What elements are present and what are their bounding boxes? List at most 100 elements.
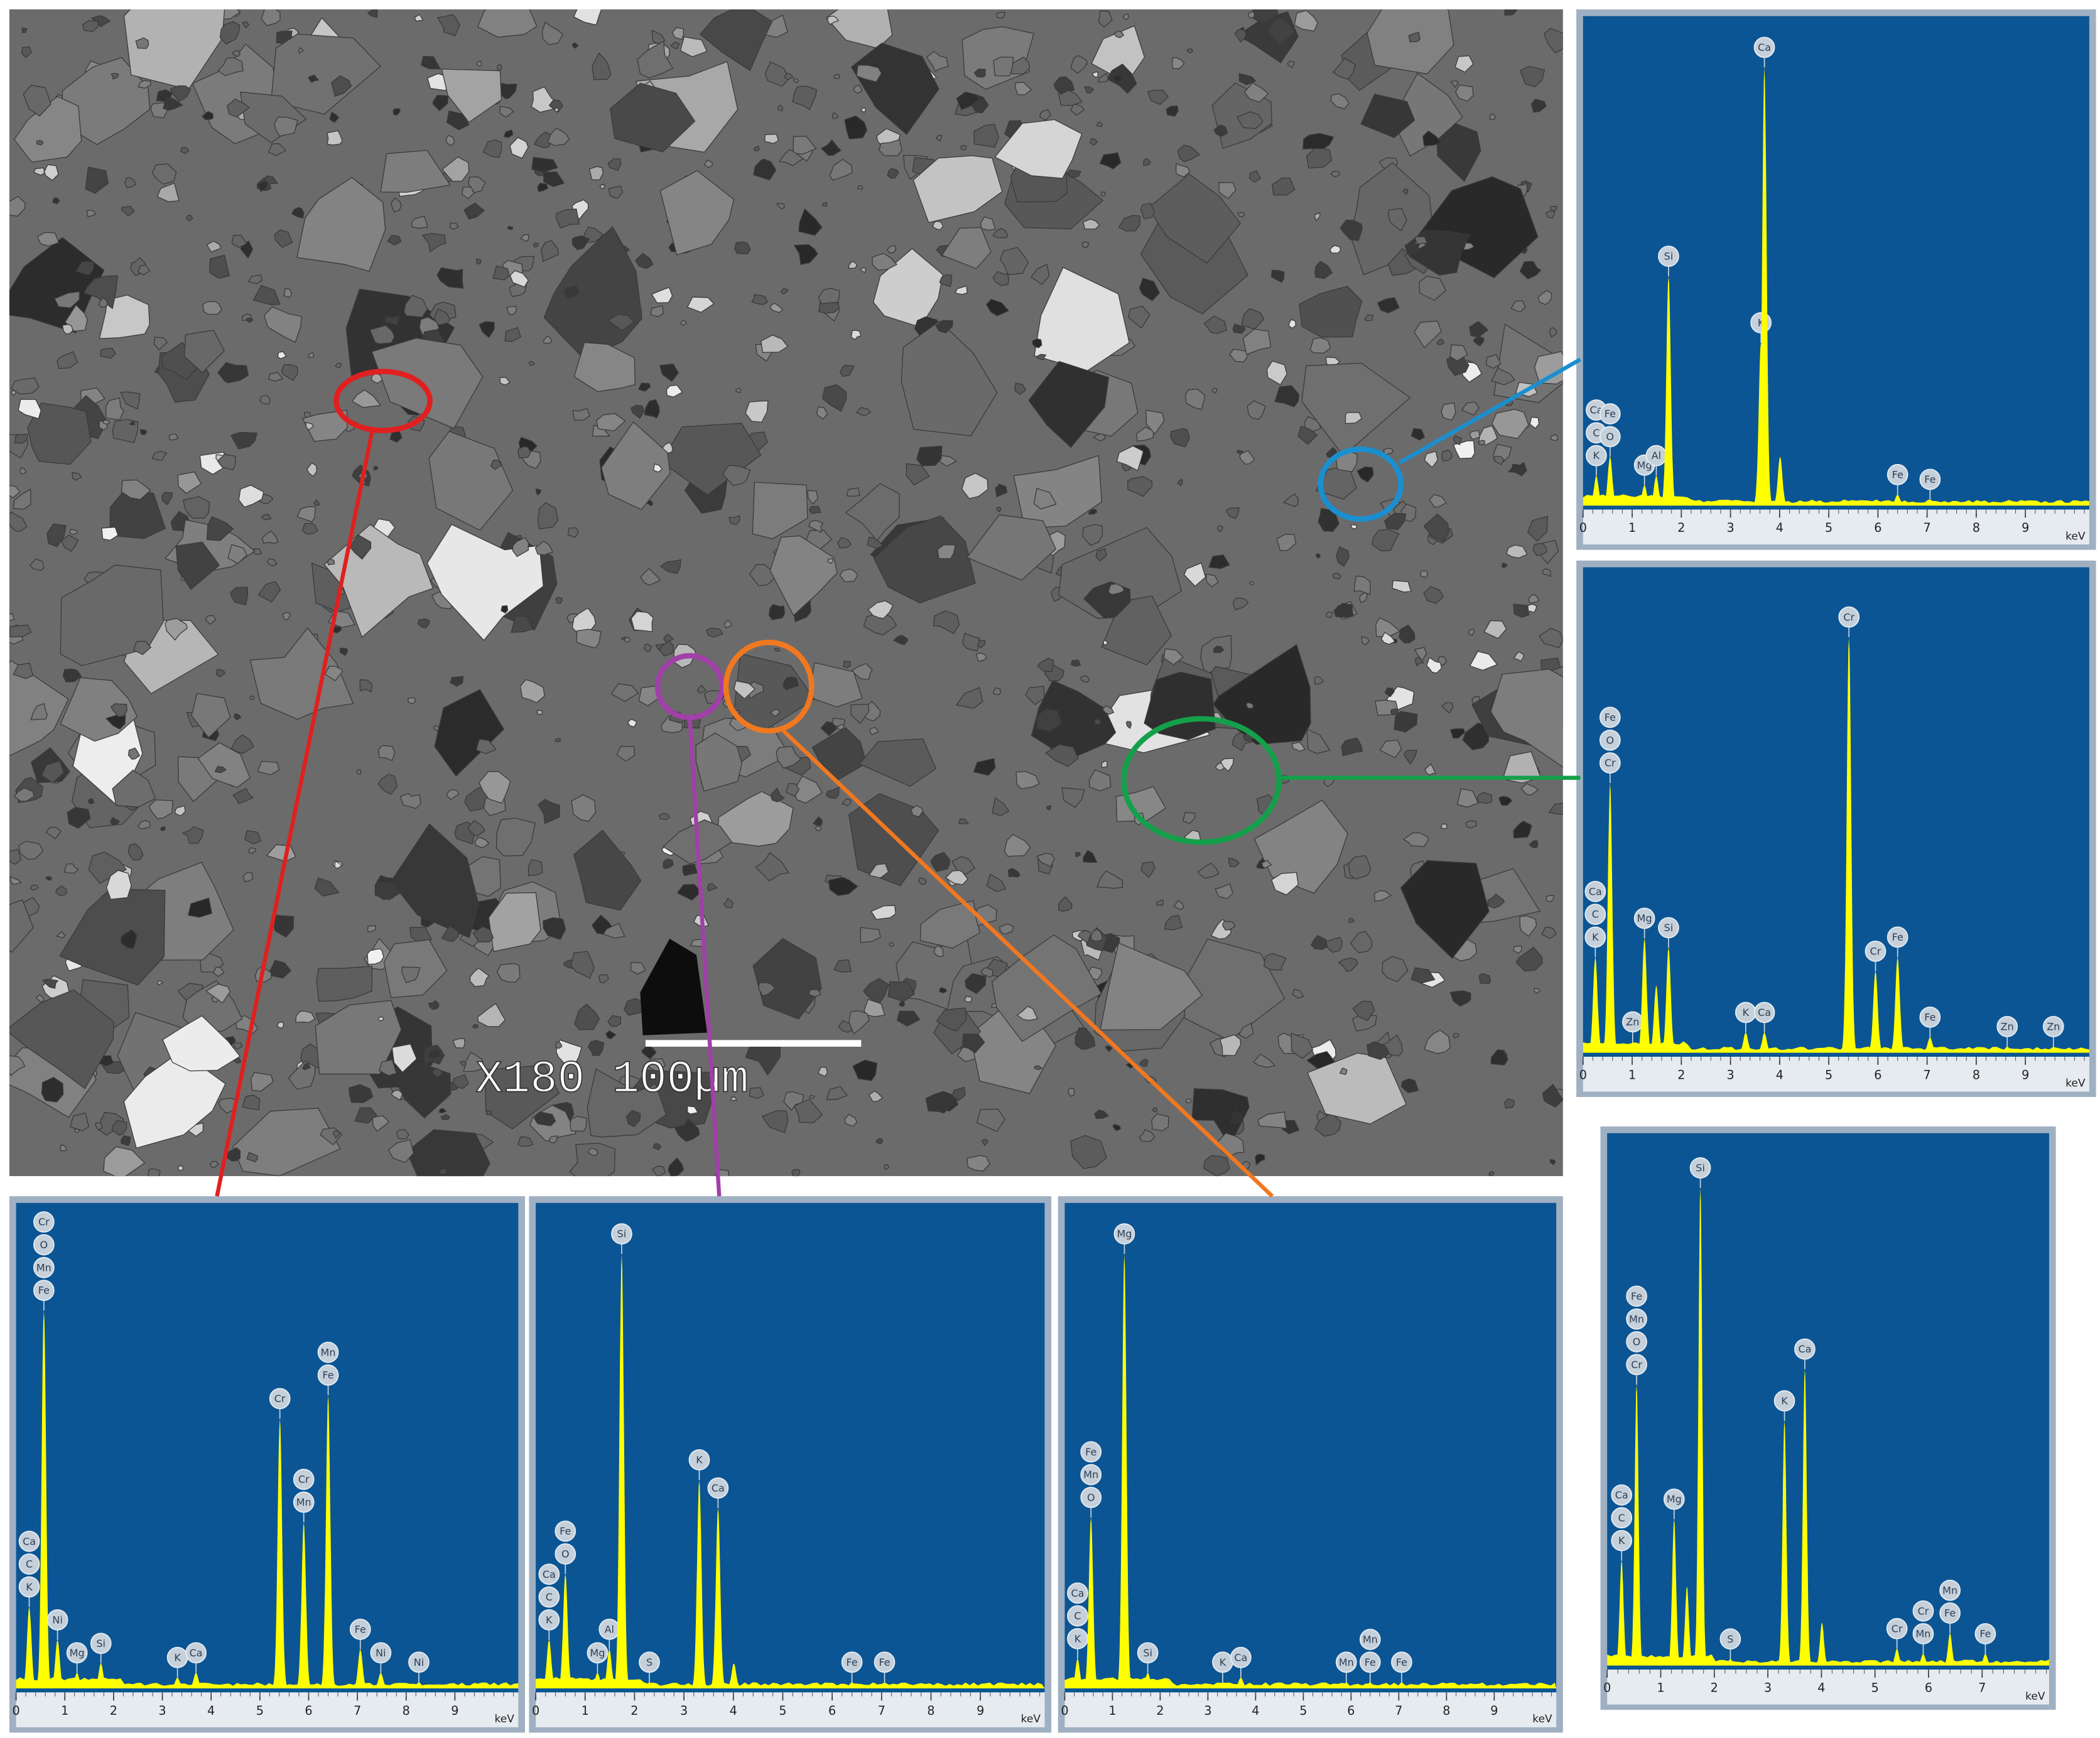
peak <box>271 1418 289 1687</box>
grain <box>9 1055 26 1076</box>
grain <box>769 303 784 313</box>
peak <box>35 1310 53 1687</box>
grain <box>1239 450 1255 465</box>
element-badge <box>1599 752 1621 774</box>
grain <box>1424 763 1437 776</box>
grain <box>1118 215 1140 232</box>
grain <box>1139 278 1161 301</box>
grain <box>867 600 894 619</box>
grain <box>1152 1107 1157 1113</box>
grain <box>1332 572 1342 580</box>
element-badge <box>688 1449 710 1471</box>
grain <box>1401 1078 1419 1093</box>
continuum <box>1583 1041 2089 1053</box>
grain <box>112 769 156 807</box>
x-tick-label: 5 <box>256 1703 264 1718</box>
grain <box>993 57 1014 77</box>
grain <box>434 689 505 777</box>
x-axis-label: keV <box>1532 1713 1552 1725</box>
element-badge <box>1611 1530 1633 1552</box>
grain <box>1243 82 1269 103</box>
grain <box>191 693 231 738</box>
grain <box>1549 327 1557 338</box>
element-label: Ca <box>1758 41 1771 53</box>
grain <box>1139 1059 1149 1067</box>
grain <box>607 158 622 171</box>
grain <box>450 676 464 687</box>
element-label: Mn <box>296 1496 311 1508</box>
element-label: Al <box>1652 450 1661 461</box>
sem-caption: X180 100µm <box>475 1054 749 1105</box>
grain <box>1203 315 1228 335</box>
element-label: Fe <box>1365 1656 1376 1668</box>
grain <box>826 558 833 564</box>
x-axis-label: keV <box>2065 1077 2086 1090</box>
grain <box>994 119 1083 179</box>
grain <box>754 146 760 152</box>
grain <box>687 1105 699 1115</box>
grain <box>1219 1034 1242 1056</box>
grain <box>1390 708 1400 716</box>
peak <box>1814 1622 1830 1665</box>
grain <box>534 540 554 556</box>
element-label: Si <box>1664 922 1674 934</box>
grain <box>571 794 597 822</box>
grain <box>792 85 818 111</box>
grain <box>261 531 279 544</box>
grain <box>1356 466 1374 483</box>
element-badge <box>1719 1628 1741 1650</box>
grain <box>313 499 320 507</box>
grain <box>1083 850 1098 863</box>
grain <box>233 1042 243 1050</box>
grain <box>1297 426 1318 445</box>
grain <box>630 961 646 974</box>
grain <box>1383 448 1394 455</box>
grain <box>511 615 534 633</box>
grain <box>151 451 168 461</box>
element-label: S <box>1727 1633 1733 1645</box>
element-badge <box>1584 881 1606 902</box>
grain <box>151 163 177 185</box>
grain <box>105 397 125 421</box>
grain <box>369 325 395 345</box>
grain <box>1171 57 1185 70</box>
grain <box>438 1108 447 1113</box>
grain <box>1218 182 1237 199</box>
peak <box>1115 1254 1134 1687</box>
element-badge <box>1974 1623 1996 1644</box>
grain <box>822 384 847 412</box>
grain <box>1084 86 1095 94</box>
element-label: Mn <box>1916 1628 1931 1640</box>
grain <box>1113 73 1123 84</box>
peak <box>1647 985 1665 1052</box>
grain <box>209 254 230 279</box>
grain <box>268 372 284 382</box>
grain <box>676 883 702 901</box>
grain <box>217 454 236 471</box>
grain <box>1506 544 1528 559</box>
grain <box>1326 612 1334 618</box>
grain <box>129 420 136 426</box>
grain <box>1237 212 1245 218</box>
grain <box>1340 219 1363 241</box>
grain <box>156 182 180 202</box>
grain <box>1513 945 1522 954</box>
grain <box>477 1003 506 1027</box>
grain <box>1520 783 1539 796</box>
element-label: C <box>1618 1512 1625 1524</box>
grain <box>472 926 494 942</box>
grain <box>1490 669 1563 768</box>
grain <box>828 877 858 896</box>
peak <box>1623 1042 1642 1052</box>
grain <box>1249 581 1255 586</box>
element-badge <box>66 1642 88 1664</box>
grain <box>1538 627 1563 649</box>
grain <box>1031 680 1117 760</box>
grain <box>377 774 398 795</box>
x-tick-label: 2 <box>1156 1703 1164 1718</box>
element-label: K <box>1743 1007 1750 1018</box>
grain <box>138 820 151 830</box>
element-label: Ca <box>543 1568 556 1580</box>
grain <box>281 364 298 381</box>
grain <box>103 1146 146 1177</box>
